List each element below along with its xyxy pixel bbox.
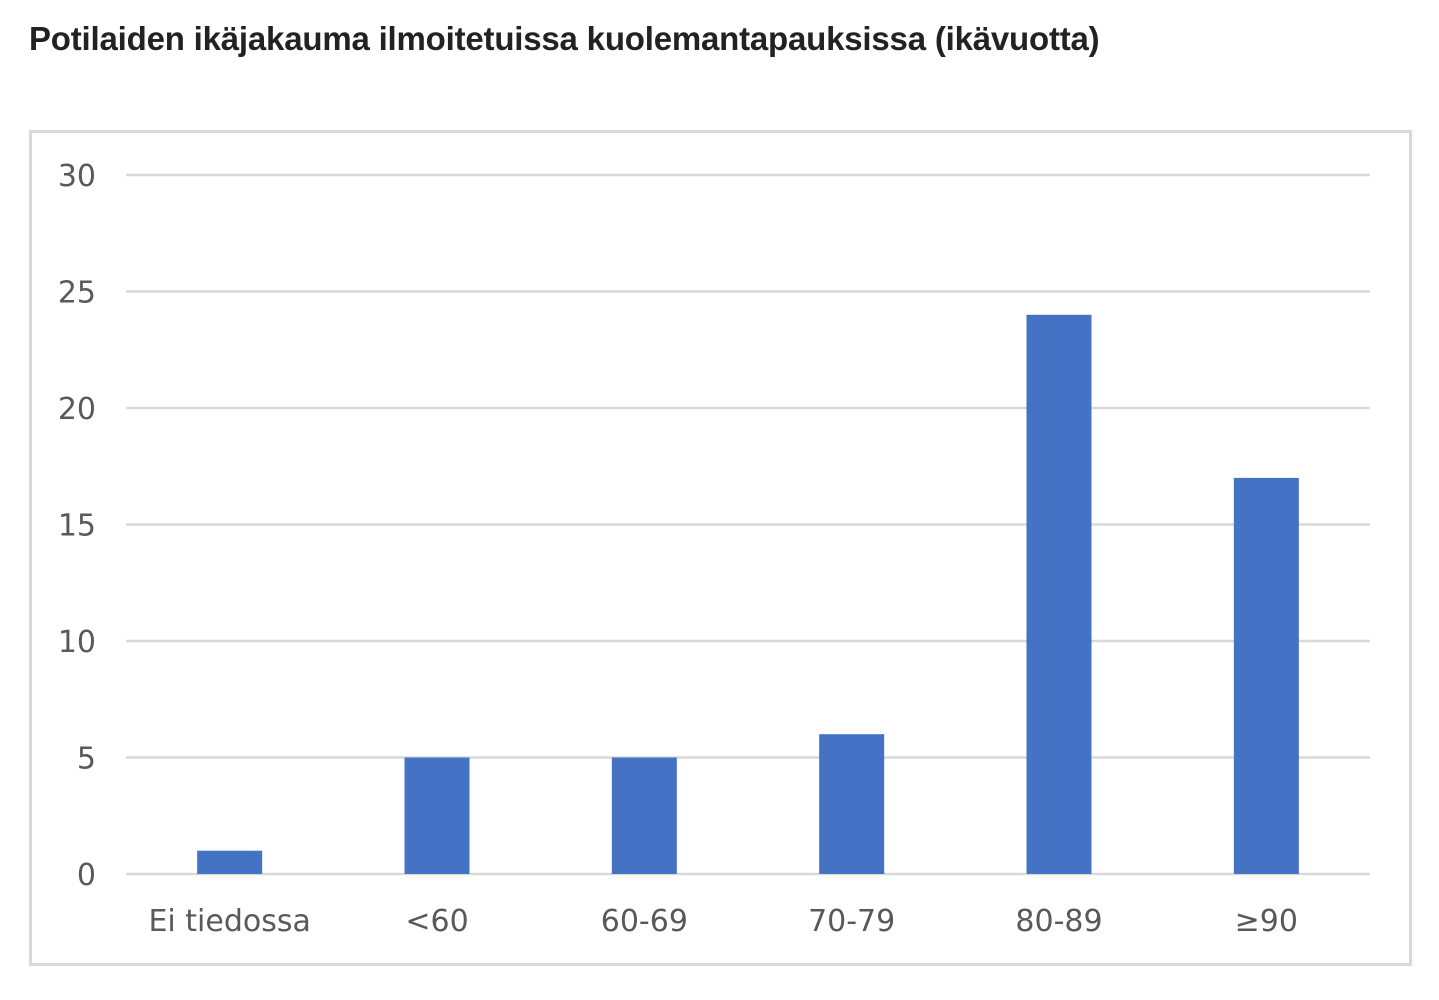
y-tick-label: 10: [58, 625, 96, 660]
y-tick-label: 20: [58, 392, 96, 427]
y-tick-label: 5: [77, 742, 96, 777]
bar: [404, 757, 470, 874]
bar: [819, 734, 885, 874]
x-tick-label: ≥90: [1235, 904, 1298, 939]
x-tick-label: Ei tiedossa: [148, 904, 310, 939]
bar: [197, 850, 263, 874]
x-tick-label: 70-79: [808, 904, 895, 939]
y-tick-label: 15: [58, 509, 96, 544]
bar: [1233, 477, 1299, 874]
x-tick-label: 80-89: [1015, 904, 1102, 939]
x-tick-label: <60: [405, 904, 468, 939]
y-tick-label: 25: [58, 276, 96, 311]
bar-chart: 0 5 10 15 20 25 30 Ei tiedossa <60 60-69 70-79 80-8…: [58, 159, 1370, 939]
y-tick-label: 0: [77, 858, 96, 893]
x-tick-label: 60-69: [601, 904, 688, 939]
bar: [1026, 314, 1092, 874]
chart-frame: 0 5 10 15 20 25 30 Ei tiedossa <60 60-69 70-79 80-8…: [29, 130, 1412, 966]
y-tick-label: 30: [58, 159, 96, 194]
page-title: Potilaiden ikäjakauma ilmoitetuissa kuol…: [29, 20, 1100, 57]
bar: [611, 757, 677, 874]
